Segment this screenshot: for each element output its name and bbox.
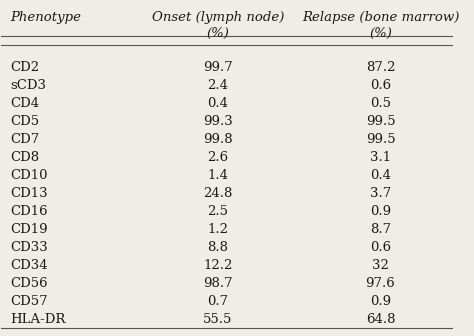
Text: 0.4: 0.4: [208, 97, 228, 110]
Text: CD10: CD10: [10, 169, 48, 182]
Text: 0.4: 0.4: [370, 169, 391, 182]
Text: CD4: CD4: [10, 97, 39, 110]
Text: Phenotype: Phenotype: [10, 11, 82, 25]
Text: 8.7: 8.7: [370, 223, 391, 236]
Text: 0.9: 0.9: [370, 205, 391, 218]
Text: 87.2: 87.2: [366, 61, 395, 74]
Text: CD34: CD34: [10, 259, 48, 272]
Text: CD8: CD8: [10, 151, 39, 164]
Text: CD57: CD57: [10, 295, 48, 308]
Text: Relapse (bone marrow)
(%): Relapse (bone marrow) (%): [302, 11, 459, 40]
Text: 99.5: 99.5: [365, 115, 395, 128]
Text: 0.6: 0.6: [370, 241, 391, 254]
Text: 55.5: 55.5: [203, 313, 233, 326]
Text: 12.2: 12.2: [203, 259, 233, 272]
Text: CD2: CD2: [10, 61, 39, 74]
Text: 32: 32: [372, 259, 389, 272]
Text: 0.9: 0.9: [370, 295, 391, 308]
Text: 99.8: 99.8: [203, 133, 233, 146]
Text: 99.7: 99.7: [203, 61, 233, 74]
Text: CD33: CD33: [10, 241, 48, 254]
Text: CD56: CD56: [10, 277, 48, 290]
Text: CD19: CD19: [10, 223, 48, 236]
Text: HLA-DR: HLA-DR: [10, 313, 66, 326]
Text: sCD3: sCD3: [10, 79, 46, 92]
Text: 8.8: 8.8: [208, 241, 228, 254]
Text: 0.7: 0.7: [208, 295, 228, 308]
Text: CD5: CD5: [10, 115, 39, 128]
Text: 2.5: 2.5: [208, 205, 228, 218]
Text: 99.3: 99.3: [203, 115, 233, 128]
Text: 98.7: 98.7: [203, 277, 233, 290]
Text: CD7: CD7: [10, 133, 40, 146]
Text: 97.6: 97.6: [365, 277, 395, 290]
Text: CD16: CD16: [10, 205, 48, 218]
Text: 3.7: 3.7: [370, 187, 391, 200]
Text: 24.8: 24.8: [203, 187, 233, 200]
Text: CD13: CD13: [10, 187, 48, 200]
Text: 1.2: 1.2: [208, 223, 228, 236]
Text: 64.8: 64.8: [366, 313, 395, 326]
Text: 2.4: 2.4: [208, 79, 228, 92]
Text: 1.4: 1.4: [208, 169, 228, 182]
Text: 0.6: 0.6: [370, 79, 391, 92]
Text: 2.6: 2.6: [208, 151, 228, 164]
Text: Onset (lymph node)
(%): Onset (lymph node) (%): [152, 11, 284, 40]
Text: 3.1: 3.1: [370, 151, 391, 164]
Text: 0.5: 0.5: [370, 97, 391, 110]
Text: 99.5: 99.5: [365, 133, 395, 146]
